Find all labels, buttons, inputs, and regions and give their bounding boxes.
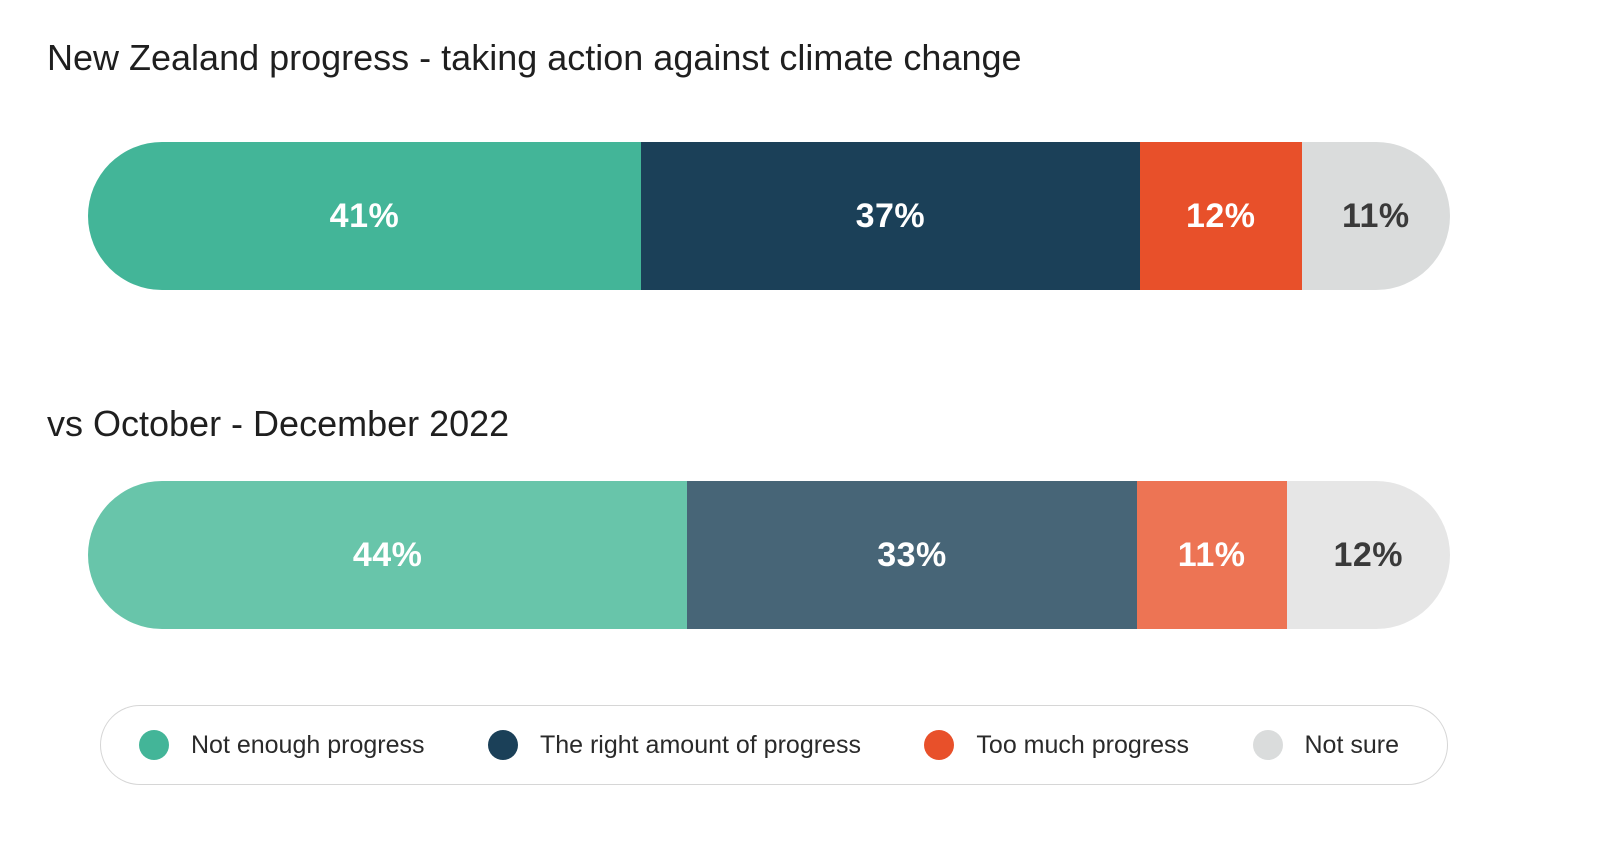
legend-label-too-much: Too much progress <box>976 730 1190 759</box>
bar-segment-right-amount: 37% <box>640 142 1140 290</box>
legend-label-not-enough: Not enough progress <box>191 730 425 759</box>
data-label-not-enough: 44% <box>352 535 423 574</box>
bar-segment-not-sure: 12% <box>1286 481 1450 629</box>
bar-segment-not-enough: 44% <box>88 481 688 629</box>
legend-item-not-sure: Not sure <box>1252 730 1399 760</box>
bar-segment-too-much: 11% <box>1136 481 1287 629</box>
legend-swatch-not-enough <box>139 730 169 760</box>
data-label-too-much: 12% <box>1185 196 1256 235</box>
legend-item-not-enough: Not enough progress <box>139 730 424 760</box>
chart-legend: Not enough progress The right amount of p… <box>100 705 1448 785</box>
data-label-not-sure: 12% <box>1333 535 1404 574</box>
legend-item-too-much: Too much progress <box>924 730 1189 760</box>
data-label-not-sure: 11% <box>1341 196 1410 235</box>
bar-segment-right-amount: 33% <box>687 481 1137 629</box>
legend-label-not-sure: Not sure <box>1304 730 1399 759</box>
data-label-not-enough: 41% <box>329 196 400 235</box>
bar-segment-too-much: 12% <box>1139 142 1302 290</box>
legend-label-right-amount: The right amount of progress <box>539 730 861 759</box>
legend-swatch-too-much <box>924 730 955 760</box>
data-label-right-amount: 33% <box>877 535 947 574</box>
data-label-right-amount: 37% <box>855 196 926 235</box>
comparison-label: vs October - December 2022 <box>47 403 510 444</box>
bar-segment-not-enough: 41% <box>88 142 641 290</box>
legend-item-right-amount: The right amount of progress <box>487 730 861 760</box>
legend-swatch-not-sure <box>1252 730 1283 760</box>
stacked-bar-previous: 44% 33% 11% 12% <box>88 481 1450 629</box>
bar-segment-not-sure: 11% <box>1301 142 1450 290</box>
stacked-bar-current: 41% 37% 12% 11% <box>88 142 1450 290</box>
legend-swatch-right-amount <box>487 730 518 760</box>
chart-title: New Zealand progress - taking action aga… <box>47 37 1022 78</box>
data-label-too-much: 11% <box>1177 535 1246 574</box>
